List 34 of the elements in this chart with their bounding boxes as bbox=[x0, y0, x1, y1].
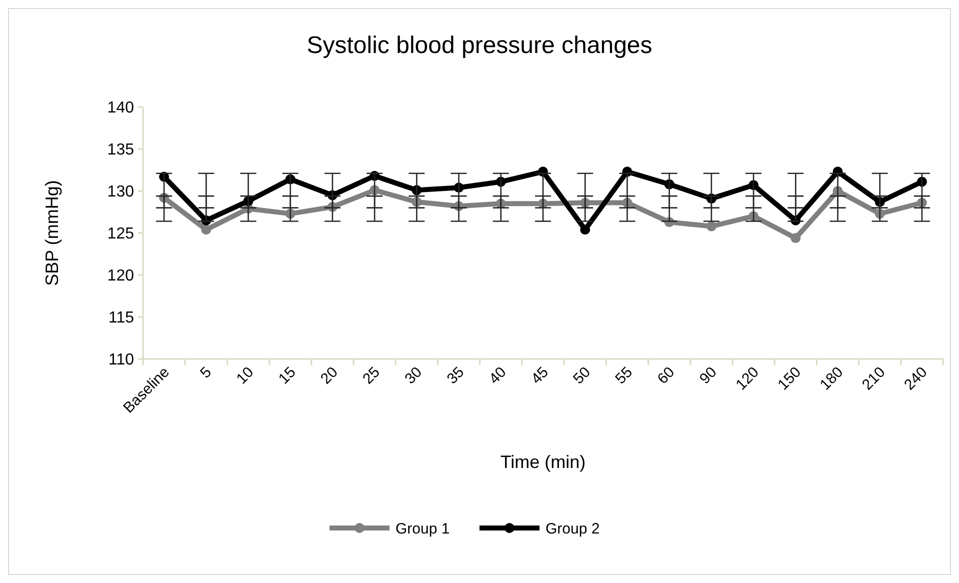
y-tick-label: 110 bbox=[108, 352, 134, 369]
x-tick-label: 30 bbox=[402, 364, 426, 388]
x-axis-title: Time (min) bbox=[500, 452, 586, 472]
x-tick-label: 20 bbox=[317, 364, 342, 388]
x-tick-label: 240 bbox=[901, 364, 931, 394]
x-tick-label: 210 bbox=[858, 364, 889, 394]
x-tick-label: 25 bbox=[360, 364, 384, 388]
legend-label: Group 1 bbox=[396, 520, 450, 538]
x-tick-label: 5 bbox=[197, 364, 215, 382]
point bbox=[790, 233, 801, 244]
x-tick-label: 120 bbox=[732, 364, 762, 394]
x-tick-label: 45 bbox=[528, 364, 552, 388]
y-tick-label: 125 bbox=[107, 226, 134, 243]
legend-label: Group 2 bbox=[546, 520, 600, 538]
x-tick-label: 90 bbox=[696, 364, 720, 388]
x-tick-label: 55 bbox=[612, 364, 636, 388]
x-tick-label: 35 bbox=[444, 364, 468, 388]
point bbox=[706, 221, 716, 232]
x-tick-label: 10 bbox=[233, 364, 258, 388]
point bbox=[201, 224, 212, 235]
x-tick-label: 60 bbox=[654, 364, 678, 388]
x-tick-label: 50 bbox=[570, 364, 594, 388]
x-tick-label: 40 bbox=[486, 364, 510, 388]
y-tick-label: 135 bbox=[107, 142, 134, 159]
point bbox=[580, 224, 590, 235]
x-tick-label: 180 bbox=[816, 364, 847, 394]
y-tick-label: 120 bbox=[107, 268, 134, 285]
chart-title: Systolic blood pressure changes bbox=[306, 32, 652, 59]
y-tick-label: 130 bbox=[107, 184, 134, 201]
y-axis-title: SBP (mmHg) bbox=[42, 180, 62, 286]
x-tick-label: 15 bbox=[275, 364, 300, 388]
x-tick-label: 150 bbox=[774, 364, 804, 394]
y-tick-label: 140 bbox=[107, 100, 134, 117]
y-tick-label: 115 bbox=[108, 310, 134, 327]
